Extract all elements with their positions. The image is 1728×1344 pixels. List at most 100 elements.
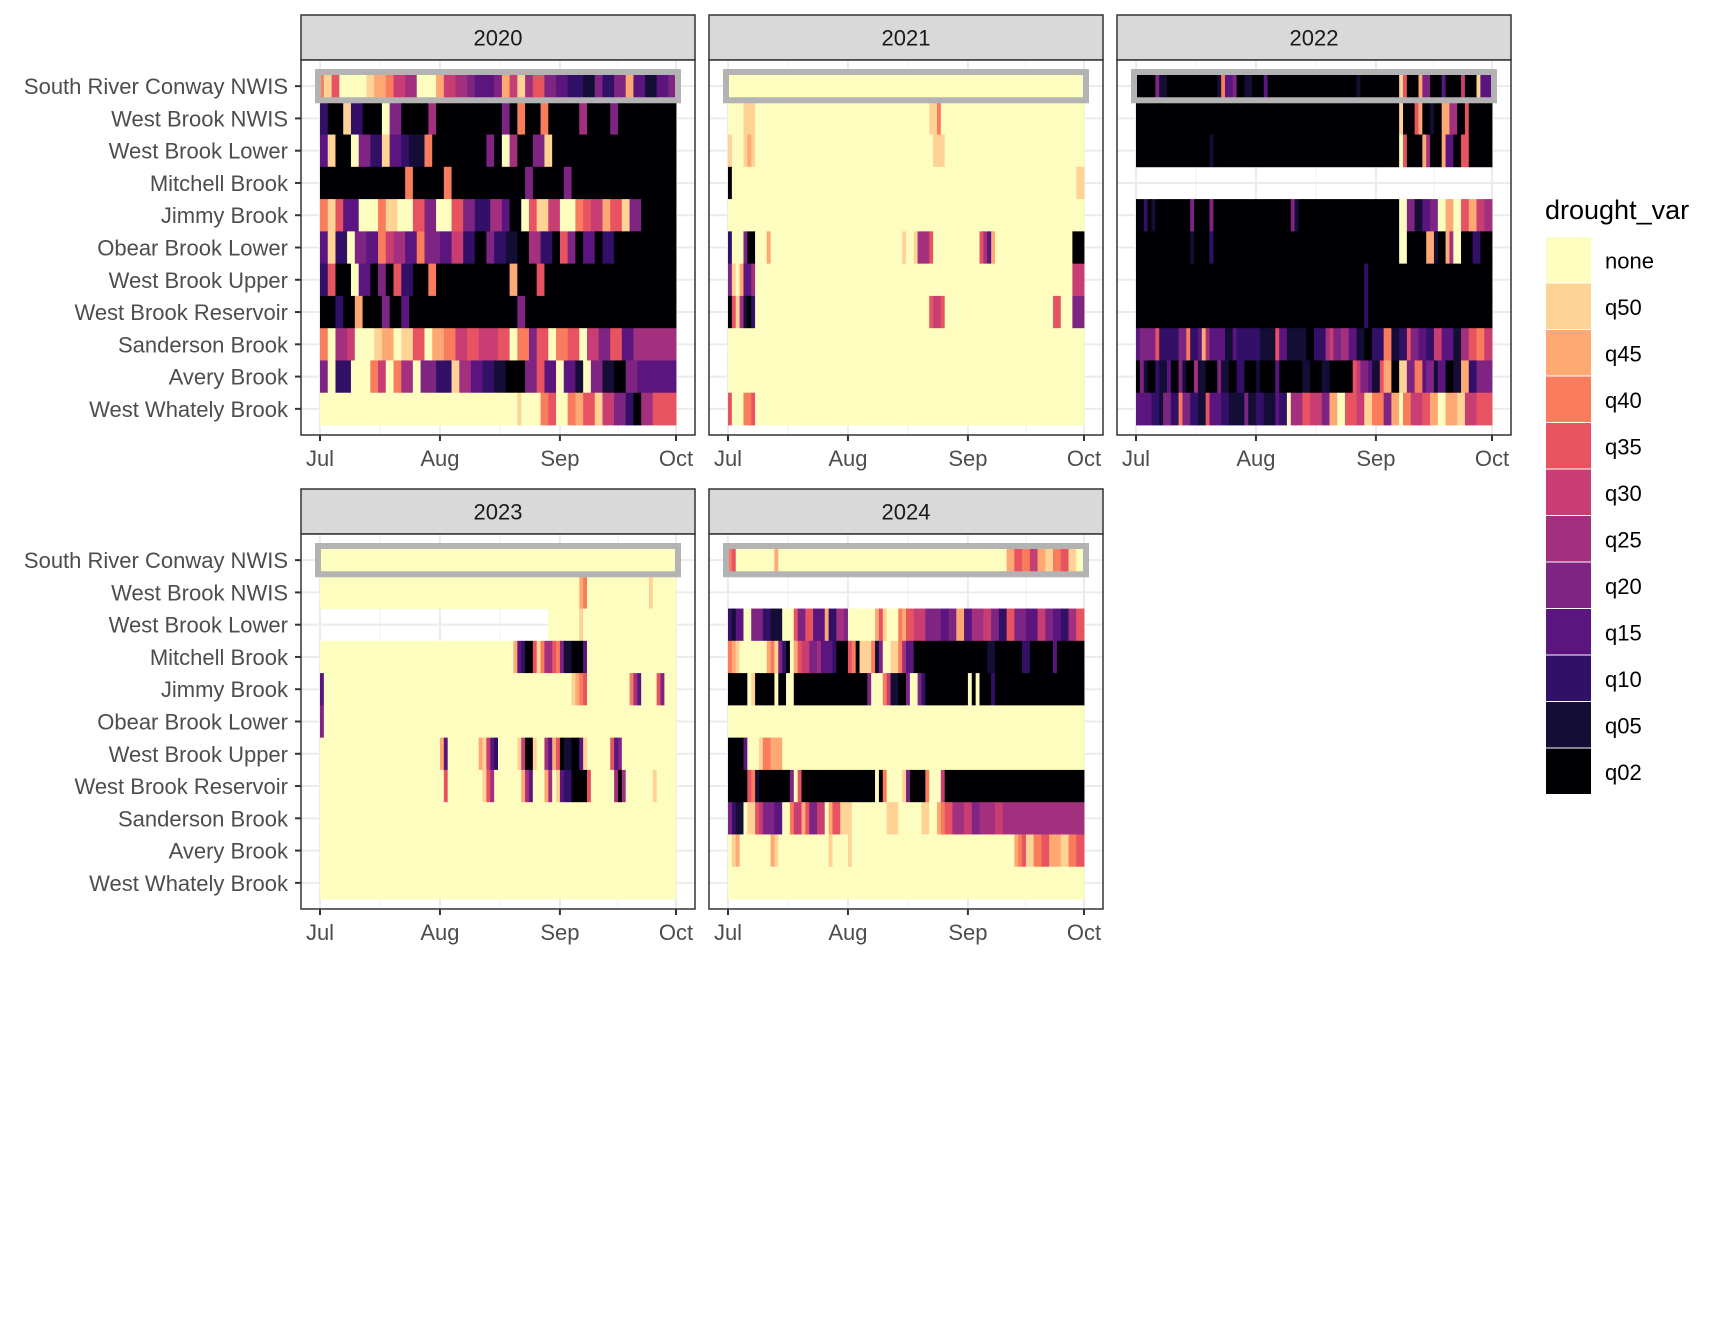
heat-tile: [1232, 70, 1238, 103]
heat-tile: [1399, 102, 1404, 135]
heat-tile: [594, 231, 603, 265]
heat-tile: [467, 328, 480, 361]
heat-tile: [374, 328, 383, 361]
heat-tile: [1178, 328, 1187, 361]
heat-tile: [786, 640, 791, 674]
heat-tile: [385, 263, 394, 297]
y-tick-label: Sanderson Brook: [118, 332, 289, 357]
heat-tile: [1422, 102, 1431, 135]
heat-tile: [1053, 295, 1062, 329]
heat-tile: [1410, 392, 1423, 426]
heat-tile: [1190, 328, 1199, 361]
heat-tile: [1045, 544, 1054, 577]
heat-tile: [998, 608, 1008, 642]
legend-key: [1546, 516, 1591, 562]
heat-tile: [1060, 608, 1069, 642]
heat-tile: [906, 608, 915, 642]
heat-tile: [743, 102, 756, 135]
heat-tile: [587, 576, 650, 609]
heat-tile: [610, 199, 623, 232]
heat-tile: [1406, 360, 1416, 394]
heat-tile: [327, 102, 344, 135]
heat-tile: [728, 608, 733, 642]
heat-tile: [944, 802, 953, 835]
heat-tile: [575, 673, 580, 706]
heat-tile: [1186, 328, 1191, 361]
heat-tile: [602, 231, 615, 265]
heat-tile: [350, 263, 360, 297]
heat-tile: [602, 392, 615, 426]
heat-tile: [447, 769, 483, 803]
heat-tile: [323, 673, 572, 706]
heat-tile: [556, 737, 561, 771]
heat-tile: [1406, 70, 1419, 103]
heat-tile: [358, 134, 371, 168]
heat-tile: [486, 737, 491, 771]
heat-tile: [335, 231, 348, 265]
heat-tile: [1445, 134, 1454, 168]
heat-tile: [583, 392, 596, 426]
heat-tile: [490, 737, 495, 771]
heat-tile: [544, 263, 677, 297]
heat-tile: [563, 737, 572, 771]
heat-tile: [1182, 392, 1191, 426]
heat-tile: [995, 673, 1085, 706]
heat-tile: [629, 673, 634, 706]
heat-tile: [536, 640, 541, 674]
heat-tile: [1263, 392, 1276, 426]
heat-tile: [1314, 328, 1327, 361]
heat-tile: [766, 640, 771, 674]
heat-tile: [521, 640, 526, 674]
heat-tile: [739, 834, 771, 868]
facet-strip-label: 2021: [882, 26, 931, 51]
heat-tile: [517, 737, 522, 771]
heat-tile: [583, 640, 588, 674]
heat-tile: [320, 737, 441, 771]
heat-tile: [1344, 392, 1357, 426]
heat-tile: [983, 231, 988, 265]
y-tick-label: West Whately Brook: [89, 871, 289, 896]
heat-tile: [350, 134, 360, 168]
heat-tile: [948, 608, 957, 642]
heat-tile: [789, 640, 795, 674]
facet-strip: [708, 488, 1104, 535]
x-tick-label: Aug: [420, 446, 459, 471]
heat-tile: [809, 640, 818, 674]
heat-tile: [1186, 360, 1195, 394]
heat-tile: [1368, 263, 1493, 297]
heat-tile: [428, 263, 437, 297]
heat-tile: [1348, 328, 1357, 361]
heat-tile: [1480, 231, 1493, 265]
heat-tile: [1279, 328, 1288, 361]
heat-tile: [409, 134, 425, 168]
heat-tile: [1302, 360, 1311, 394]
legend-label: q45: [1605, 341, 1642, 366]
heat-tile: [335, 328, 348, 361]
heat-tile: [494, 360, 507, 394]
heat-tile: [1209, 392, 1222, 426]
heat-tile: [1159, 70, 1168, 103]
heat-tile: [956, 608, 965, 642]
heat-tile: [1221, 392, 1230, 426]
heat-tile: [728, 70, 1085, 103]
heat-tile: [548, 392, 557, 426]
heat-tile: [929, 102, 938, 135]
heat-tile: [758, 769, 791, 803]
heat-tile: [556, 769, 561, 803]
y-tick-label: West Brook Reservoir: [74, 300, 288, 325]
heat-tile: [929, 769, 942, 803]
heat-tile: [1472, 231, 1481, 265]
heat-tile: [587, 737, 611, 771]
heat-tile: [991, 673, 996, 706]
heat-tile: [1418, 328, 1427, 361]
heat-tile: [735, 263, 741, 297]
heat-tile: [1290, 199, 1296, 232]
heat-tile: [991, 608, 1000, 642]
heat-tile: [525, 70, 534, 103]
heat-tile: [583, 576, 588, 609]
heat-tile: [556, 70, 569, 103]
heat-tile: [832, 640, 837, 674]
heat-tile: [1213, 199, 1292, 232]
heat-tile: [409, 295, 518, 329]
heat-tile: [590, 769, 615, 803]
